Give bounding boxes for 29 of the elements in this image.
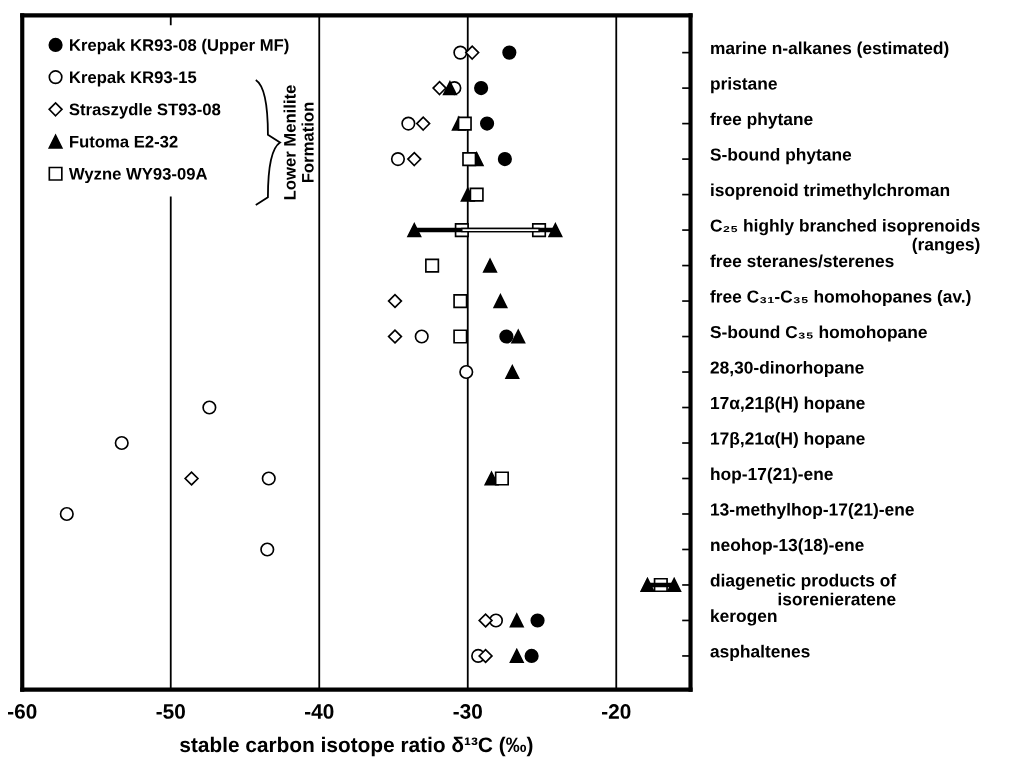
x-tick-label: -40 [305,704,334,719]
y-tick-label: 17α,21β(H) hopane [711,396,865,413]
y-tick-label: free phytane [710,112,813,129]
y-tick-label: 17β,21α(H) hopane [711,431,865,449]
legend-label: Krepak KR93-08 (Upper MF) [70,38,289,55]
annotation: Lower Menilite Formation [283,85,314,200]
y-tick-label: marine n-alkanes (estimated) [711,41,949,58]
y-tick-label: 28,30-dinorhopane [710,360,864,378]
y-tick-label: C₂₅ highly branched isoprenoids (ranges) [710,218,980,254]
legend-label: Krepak KR93-15 [70,70,197,87]
legend-label: Wyzne WY93-09A [68,167,208,184]
y-tick-label: neohop-13(18)-ene [711,538,864,555]
x-tick-label: -50 [156,704,185,719]
y-tick-label: kerogen [711,609,777,626]
y-tick-label: pristane [711,77,777,94]
legend-label: Straszydle ST93-08 [69,103,221,119]
y-tick-label: S-bound C₃₅ homohopane [710,325,927,342]
x-tick-label: -20 [602,704,631,719]
y-tick-label: 13-methylhop-17(21)-ene [711,502,914,520]
x-tick-label: -30 [453,704,482,719]
y-tick-label: isoprenoid trimethylchroman [711,183,950,200]
y-tick-label: S-bound phytane [710,147,852,165]
x-axis-title: stable carbon isotope ratio δ¹³C (‰) [180,736,533,757]
legend-label: Futoma E2-32 [70,135,178,148]
y-tick-label: asphaltenes [710,644,810,662]
y-tick-label: free steranes/sterenes [710,254,894,268]
y-tick-label: hop-17(21)-ene [711,467,833,484]
y-tick-label: free C₃₁-C₃₅ homohopanes (av.) [710,289,971,307]
x-tick-label: -60 [8,704,37,719]
